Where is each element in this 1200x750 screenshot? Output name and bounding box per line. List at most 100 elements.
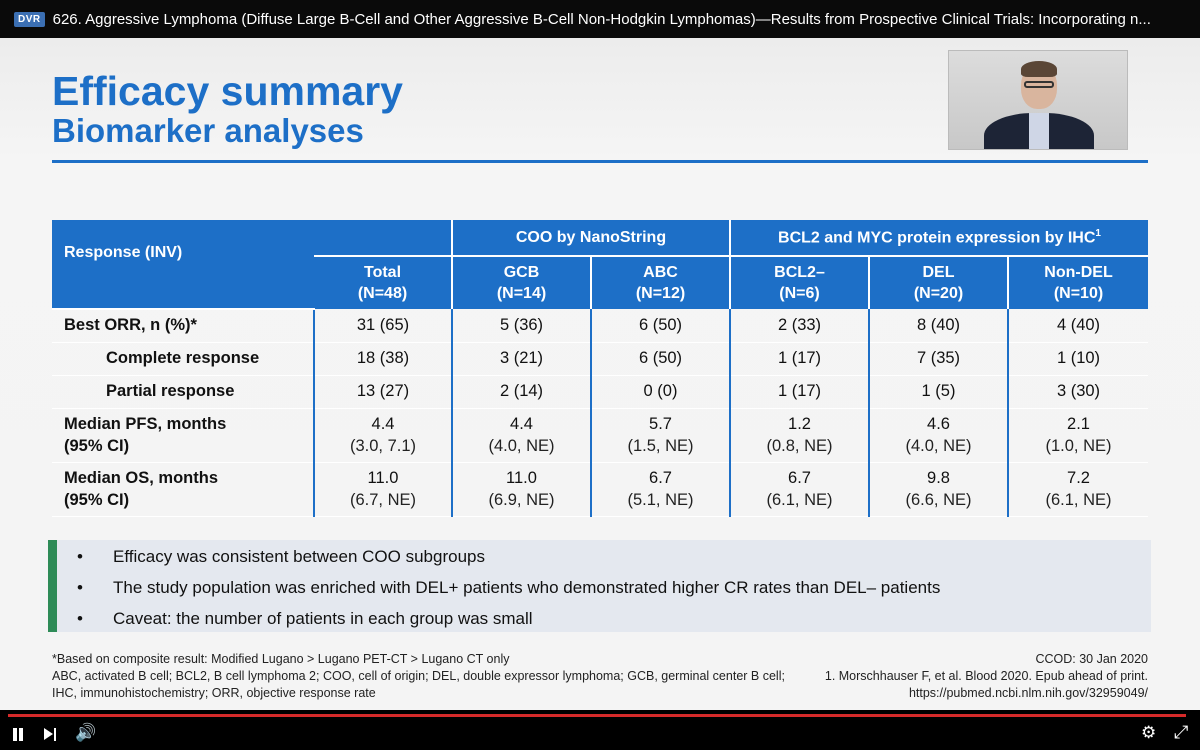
footnote-line: ABC, activated B cell; BCL2, B cell lymp…	[52, 669, 785, 700]
dvr-badge: DVR	[14, 11, 45, 27]
table-cell: 13 (27)	[313, 375, 452, 409]
column-n: (N=14)	[496, 285, 547, 302]
presenter-shirt	[1029, 113, 1049, 149]
reference-url: https://pubmed.ncbi.nlm.nih.gov/32959049…	[908, 686, 1148, 700]
table-cell: 4.4 (3.0, 7.1)	[313, 408, 452, 463]
cell-ci: (1.5, NE)	[627, 437, 694, 455]
exit-fullscreen-icon[interactable]: ⤢	[1174, 722, 1189, 742]
column-name: BCL2–	[774, 264, 825, 281]
column-name: DEL	[922, 264, 955, 281]
bullet-text: Efficacy was consistent between COO subg…	[113, 547, 485, 566]
table-row: Complete response 18 (38) 3 (21) 6 (50) …	[52, 342, 1148, 376]
table-cell: 11.0 (6.7, NE)	[313, 462, 452, 517]
efficacy-table: Response (INV) COO by NanoString BCL2 an…	[52, 220, 1148, 517]
footnote-line: 1. Morschhauser F, et al. Blood 2020. Ep…	[824, 669, 1148, 683]
table-cell: 7.2 (6.1, NE)	[1007, 462, 1148, 517]
volume-icon[interactable]: 🔊	[75, 723, 97, 742]
table-cell: 3 (21)	[451, 342, 591, 376]
table-cell: 2 (14)	[451, 375, 591, 409]
bullet-marker: •	[77, 609, 83, 628]
slide-title: Efficacy summary	[52, 68, 403, 114]
table-cell: 4 (40)	[1007, 309, 1148, 343]
table-cell: 8 (40)	[868, 309, 1008, 343]
bullet-marker: •	[77, 578, 83, 597]
table-cell: 6.7 (5.1, NE)	[590, 462, 730, 517]
row-label: Partial response	[52, 375, 314, 409]
cell-value: 4.4	[371, 415, 395, 433]
column-n: (N=6)	[779, 285, 820, 302]
player-controls: 🔊 ⚙ ⤢	[0, 717, 1200, 750]
player-title-bar: DVR 626. Aggressive Lymphoma (Diffuse La…	[0, 0, 1200, 38]
cell-ci: (6.7, NE)	[349, 491, 417, 509]
presenter-glasses	[1024, 81, 1054, 88]
table-cell: 1 (10)	[1007, 342, 1148, 376]
bullet-item: • Caveat: the number of patients in each …	[77, 609, 533, 629]
progress-bar[interactable]	[8, 714, 1187, 717]
table-cell: 6.7 (6.1, NE)	[729, 462, 869, 517]
table-cell: 3 (30)	[1007, 375, 1148, 409]
cell-ci: (4.0, NE)	[488, 437, 555, 455]
footnotes-abbreviations: *Based on composite result: Modified Lug…	[52, 651, 792, 702]
footnote-marker: 1	[1095, 227, 1101, 239]
table-cell: 1 (17)	[729, 375, 869, 409]
table-cell: 4.4 (4.0, NE)	[451, 408, 591, 463]
pause-icon[interactable]	[12, 728, 24, 742]
column-header-non-del: Non-DEL (N=10)	[1007, 256, 1148, 309]
column-n: (N=48)	[357, 285, 408, 302]
column-n: (N=20)	[913, 285, 964, 302]
row-label-line1: Median PFS, months	[64, 415, 227, 433]
presenter-hair	[1021, 61, 1057, 77]
column-header-total: Total (N=48)	[314, 256, 452, 309]
slide-subtitle: Biomarker analyses	[52, 112, 364, 149]
table-corner-header: Response (INV)	[52, 220, 314, 310]
cell-value: 2.1	[1067, 415, 1090, 433]
table-cell: 5 (36)	[451, 309, 591, 343]
table-cell: 0 (0)	[590, 375, 730, 409]
table-cell: 9.8 (6.6, NE)	[868, 462, 1008, 517]
row-label-line2: (95% CI)	[64, 437, 130, 455]
row-label: Best ORR, n (%)*	[52, 309, 314, 343]
column-header-bcl2-neg: BCL2– (N=6)	[729, 256, 869, 309]
title-rule	[52, 160, 1148, 163]
cell-ci: (6.9, NE)	[488, 491, 555, 509]
presentation-slide: Efficacy summary Biomarker analyses Resp…	[0, 38, 1200, 710]
column-header-gcb: GCB (N=14)	[451, 256, 591, 309]
next-icon[interactable]	[44, 728, 58, 742]
cell-value: 11.0	[506, 469, 537, 487]
group-header-bcl: BCL2 and MYC protein expression by IHC1	[729, 220, 1148, 257]
cell-ci: (4.0, NE)	[905, 437, 972, 455]
session-title: 626. Aggressive Lymphoma (Diffuse Large …	[52, 10, 1151, 28]
table-cell: 2 (33)	[729, 309, 869, 343]
row-label: Median OS, months (95% CI)	[52, 462, 314, 517]
column-name: Non-DEL	[1044, 264, 1113, 281]
cell-ci: (1.0, NE)	[1045, 437, 1112, 455]
table-cell: 6 (50)	[590, 342, 730, 376]
row-label: Complete response	[52, 342, 314, 376]
table-cell: 7 (35)	[868, 342, 1008, 376]
row-label-line2: (95% CI)	[64, 491, 130, 509]
cell-value: 6.7	[788, 469, 811, 487]
column-header-del: DEL (N=20)	[868, 256, 1008, 309]
gear-icon[interactable]: ⚙	[1141, 723, 1157, 742]
bullet-item: • The study population was enriched with …	[77, 578, 940, 598]
column-header-abc: ABC (N=12)	[590, 256, 730, 309]
cell-value: 11.0	[367, 469, 399, 487]
column-n: (N=12)	[635, 285, 686, 302]
presenter-webcam	[948, 50, 1128, 150]
cell-ci: (5.1, NE)	[627, 491, 694, 509]
cell-value: 9.8	[927, 469, 950, 487]
cell-ci: (6.1, NE)	[766, 491, 833, 509]
cell-ci: (6.1, NE)	[1045, 491, 1112, 509]
group-header-bcl-text: BCL2 and MYC protein expression by IHC	[778, 229, 1096, 247]
table-row: Median OS, months (95% CI) 11.0 (6.7, NE) …	[52, 462, 1148, 517]
bullet-marker: •	[77, 547, 83, 566]
bullet-text: The study population was enriched with D…	[113, 578, 941, 597]
bullet-text: Caveat: the number of patients in each g…	[113, 609, 533, 628]
table-cell: 18 (38)	[313, 342, 452, 376]
header-blank	[314, 220, 452, 257]
table-cell: 6 (50)	[590, 309, 730, 343]
bullet-item: • Efficacy was consistent between COO sub…	[77, 547, 485, 567]
column-name: ABC	[643, 264, 678, 281]
row-label-line1: Median OS, months	[64, 469, 219, 487]
cell-value: 6.7	[649, 469, 672, 487]
